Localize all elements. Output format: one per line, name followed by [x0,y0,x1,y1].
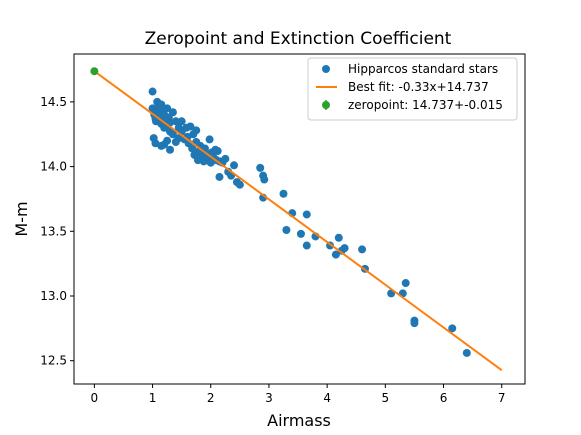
legend-frame [307,57,518,121]
data-point [148,87,157,96]
data-point [163,104,172,113]
data-point [215,172,224,181]
y-tick-label: 13.5 [40,224,67,238]
data-point [462,348,471,357]
legend: Hipparcos standard stars Best fit: -0.33… [307,57,518,121]
y-axis-ticks: 12.5 13.0 13.5 14.0 14.5 [40,95,74,368]
x-tick-label: 5 [382,391,390,405]
data-point [186,122,195,131]
data-point [410,319,419,328]
legend-label-zeropoint: zeropoint: 14.737+-0.015 [348,98,503,112]
data-point [192,126,201,135]
data-point [188,144,197,153]
data-point [296,229,305,238]
chart-title: Zeropoint and Extinction Coefficient [145,29,452,49]
data-point [157,100,166,109]
data-point [205,135,214,144]
data-point [331,250,340,259]
data-point [334,233,343,242]
y-tick-label: 12.5 [40,354,67,368]
x-tick-label: 2 [207,391,215,405]
x-tick-label: 3 [265,391,273,405]
data-point [256,163,265,172]
y-axis-label: M-m [12,201,31,236]
data-point [168,130,177,139]
best-fit-line [93,70,503,371]
y-tick-label: 14.0 [40,160,67,174]
legend-marker-stars [322,65,330,73]
data-point [235,180,244,189]
data-point [260,175,269,184]
data-point [166,145,175,154]
axes-frame [73,53,526,385]
legend-label-stars: Hipparcos standard stars [348,62,498,76]
data-point [177,117,186,126]
data-point [302,241,311,250]
data-point [213,147,222,156]
data-point [171,117,180,126]
x-tick-label: 4 [323,391,331,405]
x-tick-label: 0 [91,391,99,405]
legend-label-fit: Best fit: -0.33x+14.737 [348,80,489,94]
plot-area [90,67,503,371]
legend-marker-zeropoint [322,101,330,109]
y-tick-label: 13.0 [40,289,67,303]
zeropoint-marker [90,67,99,76]
x-tick-label: 1 [149,391,157,405]
x-tick-label: 6 [440,391,448,405]
y-tick-label: 14.5 [40,95,67,109]
data-point [230,161,239,170]
data-point [282,226,291,234]
data-point [302,210,311,219]
data-point [340,244,349,253]
data-point [163,136,172,145]
x-axis-ticks: 0 1 2 3 4 5 6 7 [91,384,506,405]
data-point [358,245,367,254]
x-axis-label: Airmass [267,411,331,430]
data-point [401,279,410,288]
x-tick-label: 7 [498,391,506,405]
data-point [221,154,230,163]
data-point [168,108,177,117]
data-point [279,189,288,198]
data-point [448,324,457,333]
